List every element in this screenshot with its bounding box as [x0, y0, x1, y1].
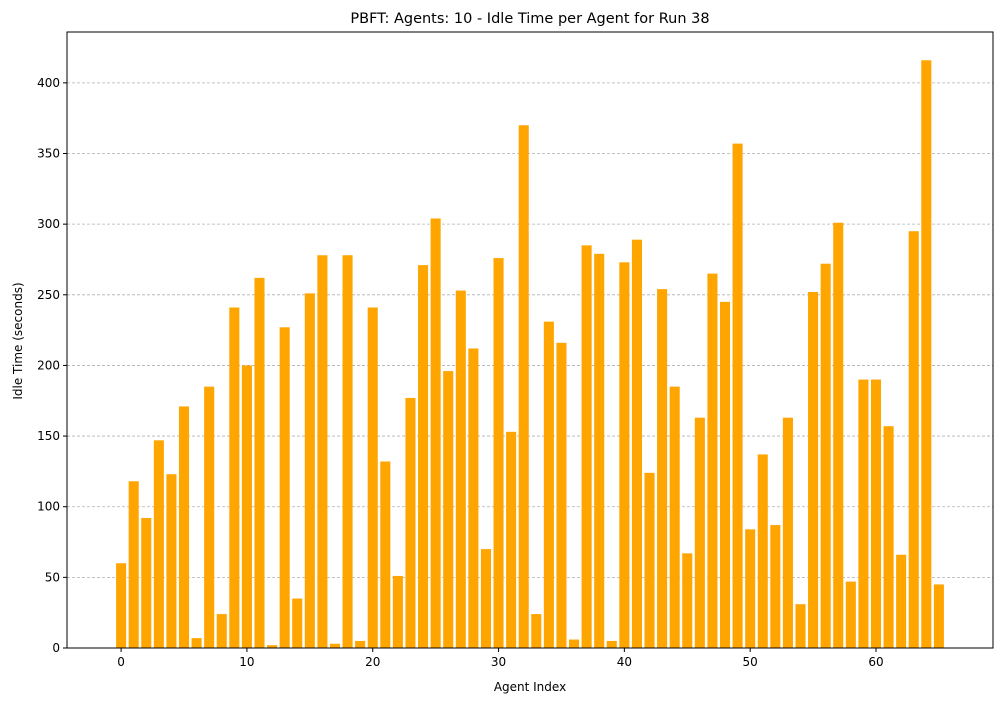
- bar-agent-62: [896, 554, 907, 648]
- x-tick-label: 50: [743, 655, 758, 669]
- x-tick-label: 10: [239, 655, 254, 669]
- bar-agent-4: [166, 474, 177, 648]
- bar-agent-46: [694, 417, 705, 648]
- bar-agent-26: [443, 371, 454, 648]
- bar-agent-36: [569, 639, 580, 648]
- bar-agent-17: [329, 643, 341, 648]
- bar-agent-6: [191, 638, 202, 648]
- bar-agent-22: [392, 575, 403, 648]
- x-axis-label: Agent Index: [494, 680, 566, 694]
- y-tick-label: 100: [37, 500, 60, 514]
- bar-agent-14: [292, 598, 303, 648]
- bar-agent-32: [518, 125, 529, 649]
- y-tick-label: 400: [37, 76, 60, 90]
- bar-agent-54: [795, 604, 806, 648]
- x-tick-label: 0: [117, 655, 125, 669]
- y-tick-label: 50: [45, 570, 60, 584]
- bar-agent-35: [556, 342, 567, 648]
- bar-agent-24: [418, 265, 429, 648]
- bar-agent-58: [845, 581, 856, 648]
- bar-agent-3: [153, 440, 164, 648]
- plot-frame: [66, 31, 994, 649]
- y-tick-label: 250: [37, 288, 60, 302]
- bar-agent-53: [782, 417, 793, 648]
- bar-agent-61: [883, 426, 894, 648]
- bar-agent-43: [657, 289, 668, 648]
- bar-agent-25: [430, 218, 441, 648]
- y-axis-label: Idle Time (seconds): [11, 282, 25, 399]
- bar-agent-59: [858, 379, 869, 648]
- bar-agent-37: [581, 245, 592, 648]
- bar-agent-41: [631, 239, 642, 648]
- x-tick-label: 40: [617, 655, 632, 669]
- bar-agent-48: [719, 301, 731, 648]
- bar-agent-63: [908, 231, 919, 649]
- bar-agent-38: [594, 253, 605, 648]
- bar-agent-52: [770, 525, 781, 648]
- x-tick-label: 60: [868, 655, 883, 669]
- bar-agent-47: [707, 273, 718, 648]
- bar-agent-0: [116, 563, 127, 648]
- bar-agent-55: [808, 291, 819, 648]
- bar-agent-23: [405, 397, 416, 648]
- bar-agent-29: [480, 549, 491, 648]
- bar-agent-49: [732, 143, 743, 648]
- bar-agent-30: [493, 258, 504, 648]
- x-tick-label: 30: [491, 655, 506, 669]
- bar-agent-18: [342, 255, 353, 648]
- y-axis-ticks: 0 50 100 150 200 250 300 350 400: [37, 76, 67, 655]
- x-axis-ticks: 0 10 20 30 40 50 60: [117, 648, 884, 669]
- y-tick-label: 150: [37, 429, 60, 443]
- bar-agent-39: [606, 640, 617, 648]
- bar-agent-5: [178, 406, 190, 648]
- bars: [116, 60, 944, 649]
- bar-agent-8: [216, 614, 227, 648]
- bar-agent-45: [682, 553, 693, 648]
- bar-agent-44: [669, 386, 680, 648]
- y-tick-label: 0: [52, 641, 60, 655]
- bar-agent-40: [619, 262, 630, 648]
- bar-agent-57: [833, 222, 844, 648]
- bar-agent-28: [468, 348, 479, 648]
- bar-agent-16: [317, 255, 328, 648]
- bar-agent-34: [543, 321, 554, 648]
- bar-agent-56: [820, 263, 831, 648]
- bar-agent-50: [745, 529, 756, 648]
- bar-agent-42: [644, 472, 655, 648]
- bar-agent-12: [267, 645, 278, 648]
- bar-agent-51: [757, 454, 768, 648]
- bar-agent-19: [355, 640, 366, 648]
- bar-agent-64: [921, 60, 932, 648]
- bar-agent-20: [367, 307, 378, 648]
- bar-agent-33: [531, 614, 542, 648]
- bar-agent-10: [241, 365, 252, 648]
- y-tick-label: 200: [37, 358, 60, 372]
- bar-agent-2: [141, 518, 152, 648]
- chart-title: PBFT: Agents: 10 - Idle Time per Agent f…: [350, 11, 709, 27]
- bar-agent-7: [204, 386, 215, 648]
- y-tick-label: 300: [37, 217, 60, 231]
- bar-agent-9: [229, 307, 240, 648]
- bar-agent-60: [870, 379, 882, 648]
- bar-agent-13: [279, 327, 290, 648]
- bar-agent-15: [304, 293, 315, 648]
- bar-agent-11: [254, 277, 265, 648]
- bar-agent-31: [506, 431, 517, 648]
- y-tick-label: 350: [37, 147, 60, 161]
- bar-agent-65: [933, 584, 944, 648]
- bar-agent-1: [128, 481, 139, 648]
- x-tick-label: 20: [365, 655, 380, 669]
- bar-agent-27: [455, 290, 466, 648]
- bar-agent-21: [380, 461, 391, 648]
